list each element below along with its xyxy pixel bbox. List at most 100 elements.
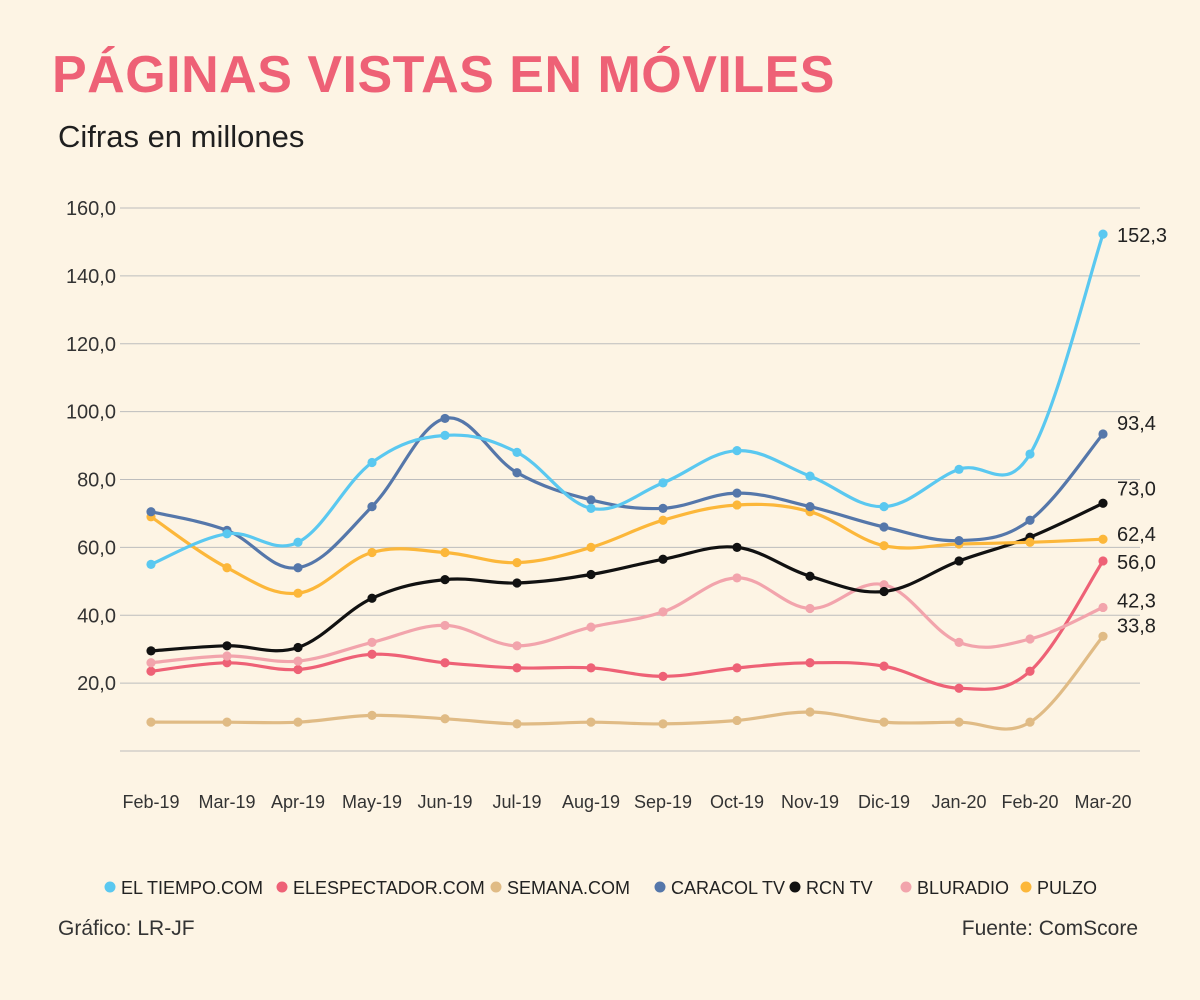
data-point [293,717,303,727]
end-label-bluradio: 42,3 [1117,590,1156,612]
legend-marker [1020,881,1032,893]
data-point [146,507,156,517]
legend-label: EL TIEMPO.COM [121,878,263,898]
data-point [293,642,303,653]
legend-marker [900,881,912,893]
data-point [805,471,815,481]
data-point [512,468,522,478]
legend-item-pulzo: PULZO [1020,878,1097,898]
x-tick-label: Oct-19 [710,792,764,812]
data-point [732,542,742,552]
data-point [586,622,596,632]
data-point [586,503,596,513]
data-point [293,537,303,547]
series-elespectador-com [146,556,1108,693]
data-point [440,575,450,585]
data-point [146,666,156,676]
legend-marker [104,881,116,893]
legend-item-semana-com: SEMANA.COM [490,878,630,898]
legend-marker [654,881,666,893]
data-point [293,664,303,675]
data-point [586,495,596,505]
data-point [658,719,668,729]
legend-item-elespectador-com: ELESPECTADOR.COM [276,878,485,898]
data-point [293,656,303,666]
end-label-semana-com: 33,8 [1117,615,1156,637]
end-label-pulzo: 62,4 [1117,524,1156,546]
chart-source: Fuente: ComScore [961,917,1138,940]
x-tick-label: Jul-19 [492,792,541,812]
end-labels: 152,3 56,0 33,8 93,4 73,0 42,3 62,4 [1117,225,1167,637]
data-point [1025,537,1035,547]
data-point [512,663,522,673]
data-point [367,502,377,512]
data-point [222,641,232,651]
data-point [1098,602,1108,613]
series-line [149,576,1105,665]
legend-item-rcn-tv: RCN TV [789,878,873,898]
legend-item-caracol-tv: CARACOL TV [654,878,785,898]
x-tick-label: Apr-19 [271,792,325,812]
chart-title: PÁGINAS VISTAS EN MÓVILES [52,46,835,104]
data-point [367,457,377,468]
legend-marker [276,881,288,893]
series-pulzo [146,500,1108,598]
legend-item-bluradio: BLURADIO [900,878,1009,898]
data-point [367,593,377,603]
data-point [440,658,450,668]
series-el-tiempo-com [146,229,1108,569]
series-line [149,501,1105,653]
data-point [954,637,964,648]
data-point [658,607,668,617]
legend: EL TIEMPO.COM ELESPECTADOR.COM SEMANA.COM C… [104,878,1097,898]
data-point [658,503,668,513]
data-point [732,663,742,673]
data-point [1025,515,1035,525]
data-point [1098,498,1108,508]
series-rcn-tv [146,498,1108,656]
data-point [367,547,377,558]
data-point [805,603,815,614]
x-tick-label: Mar-19 [198,792,255,812]
x-tick-label: Jun-19 [417,792,472,812]
data-point [1025,449,1035,459]
data-point [658,671,668,681]
end-label-rcn-tv: 73,0 [1117,478,1156,500]
data-point [879,580,889,590]
series-line [149,502,1105,596]
data-point [222,563,232,573]
data-point [146,646,156,656]
data-point [512,641,522,651]
legend-marker [789,881,801,893]
data-point [367,710,377,720]
data-point [954,535,964,546]
data-point [1025,634,1035,644]
data-point [512,719,522,729]
data-point [440,620,450,631]
data-point [512,578,522,588]
data-point [732,500,742,510]
data-point [512,447,522,457]
data-point [879,502,889,512]
data-point [440,547,450,558]
series-semana-com [146,631,1108,731]
x-tick-label: Feb-20 [1001,792,1058,812]
legend-marker [490,881,502,893]
data-point [732,715,742,726]
data-point [586,542,596,552]
data-point [1098,229,1108,239]
legend-label: RCN TV [806,878,873,898]
data-point [367,649,377,659]
data-point [658,554,668,564]
series-bluradio [146,573,1108,668]
data-point [222,529,232,539]
x-tick-label: Sep-19 [634,792,692,812]
legend-label: BLURADIO [917,878,1009,898]
x-axis-ticks: Feb-19 Mar-19 Apr-19 May-19 Jun-19 Jul-19 Aug-… [122,792,1131,812]
data-point [954,464,964,474]
data-point [586,569,596,580]
data-point [1098,534,1108,544]
data-point [146,559,156,569]
legend-label: SEMANA.COM [507,878,630,898]
